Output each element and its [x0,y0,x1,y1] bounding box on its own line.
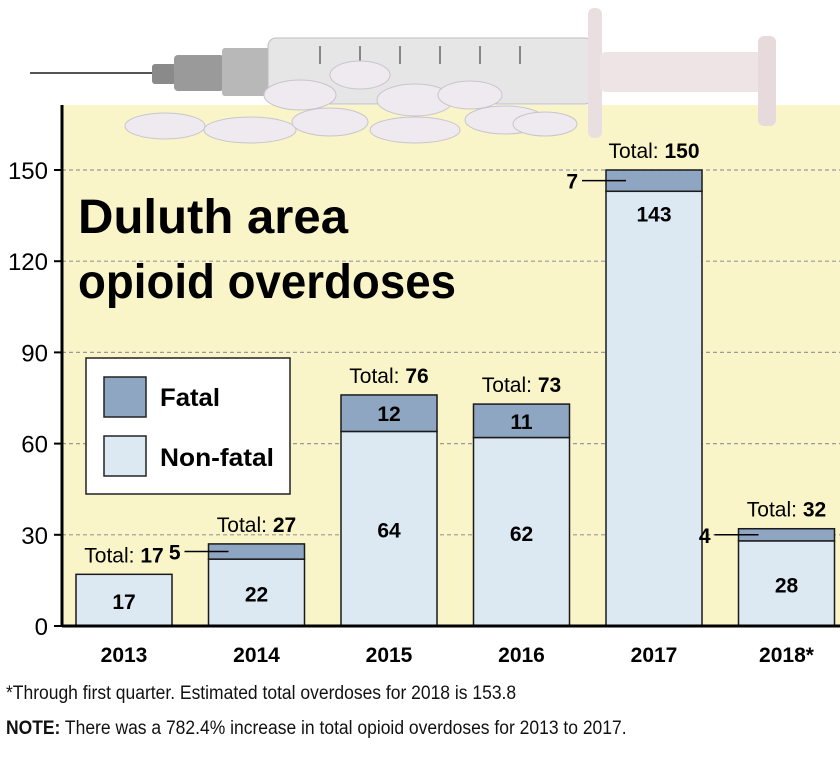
bar-label-non-fatal: 28 [775,574,799,597]
y-tick-label: 60 [21,432,48,459]
total-prefix: Total: [482,374,538,397]
bar-non-fatal [605,190,703,627]
bar-total-label: Total: 76 [349,365,428,388]
x-tick-label: 2015 [366,644,413,667]
bar-label-non-fatal: 143 [636,203,671,226]
chart-title-line-1: Duluth area [78,191,348,244]
bar-label-non-fatal: 17 [112,591,135,614]
total-value: 76 [405,365,428,388]
total-prefix: Total: [217,514,273,537]
total-value: 73 [538,374,561,397]
bar-label-fatal: 11 [510,411,533,434]
legend-swatch-non-fatal [103,435,147,477]
total-prefix: Total: [349,365,405,388]
footnote: *Through first quarter. Estimated total … [6,683,517,704]
bar-label-fatal: 12 [377,403,400,426]
total-value: 17 [140,544,163,567]
y-tick-label: 30 [21,523,48,550]
x-tick-label: 2013 [101,644,148,667]
x-tick-label: 2016 [498,644,545,667]
y-tick-label: 150 [8,158,48,185]
total-value: 32 [803,499,826,522]
y-tick-label: 120 [8,249,48,276]
note-label: NOTE: [6,718,61,739]
total-prefix: Total: [747,499,803,522]
bar-total-label: Total: 150 [608,140,699,163]
legend: Fatal Non-fatal [85,357,291,495]
total-prefix: Total: [608,140,664,163]
bars [75,169,836,627]
note: NOTE: There was a 782.4% increase in tot… [6,718,627,740]
bar-non-fatal [472,436,571,627]
total-value: 27 [273,514,296,537]
note-text: There was a 782.4% increase in total opi… [60,718,627,739]
bar-label-fatal: 7 [566,171,578,194]
total-value: 150 [664,140,699,163]
bar-non-fatal [340,430,438,627]
bar-label-fatal: 4 [699,525,711,548]
legend-label-non-fatal: Non-fatal [160,444,274,472]
bar-label-fatal: 5 [169,542,181,565]
bar-label-non-fatal: 64 [377,520,401,543]
legend-label-fatal: Fatal [160,384,220,412]
bar-label-non-fatal: 22 [245,584,268,607]
syringe-and-pills-illustration [30,8,776,144]
bar-total-label: Total: 32 [747,499,826,522]
total-prefix: Total: [84,544,140,567]
bar-non-fatal [737,540,836,627]
bar-total-label: Total: 73 [482,374,561,397]
bar-fatal [340,394,438,433]
x-tick-label: 2014 [233,644,280,667]
x-tick-label: 2018* [759,644,815,667]
bar-label-non-fatal: 62 [510,523,533,546]
x-tick-label: 2017 [631,644,678,667]
chart-title-line-2: opioid overdoses [78,256,456,309]
bar-non-fatal [75,573,173,627]
legend-swatch-fatal [103,376,147,418]
y-tick-label: 90 [21,340,48,367]
y-axis-ticks: 0 30 60 90 120 150 [8,158,62,641]
bar-total-label: Total: 27 [217,514,296,537]
bar-fatal [472,403,571,439]
y-tick-label: 0 [35,614,48,641]
x-axis-labels: 2013 2014 2015 2016 2017 2018* [101,644,815,667]
bar-total-label: Total: 17 [84,544,163,567]
